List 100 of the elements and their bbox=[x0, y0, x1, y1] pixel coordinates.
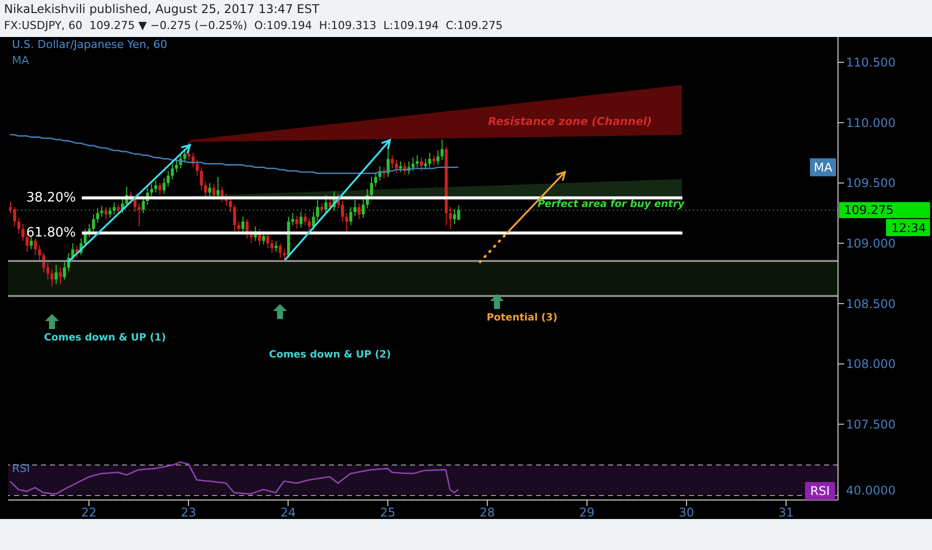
y-tick-label: 109.000 bbox=[846, 236, 896, 251]
text: 40.0000 bbox=[846, 483, 896, 498]
candlestick bbox=[154, 180, 158, 194]
candlestick bbox=[362, 196, 365, 218]
x-tick-label: 23 bbox=[180, 506, 196, 520]
candlestick bbox=[374, 172, 378, 188]
y-tick-label: 108.500 bbox=[846, 296, 896, 311]
candlestick bbox=[386, 147, 390, 178]
candlestick bbox=[358, 202, 361, 220]
candlestick bbox=[175, 160, 178, 173]
x-tick-label: 28 bbox=[480, 506, 495, 520]
candlestick bbox=[312, 211, 315, 231]
candlestick bbox=[62, 260, 66, 280]
x-tick-label: 30 bbox=[678, 506, 694, 520]
candlestick bbox=[341, 200, 344, 222]
annotation: 38.20% bbox=[26, 190, 76, 206]
candlestick bbox=[9, 202, 12, 214]
candlestick bbox=[92, 214, 95, 232]
chart-title: NikaLekishvili published, August 25, 2017 13:47 EST bbox=[4, 2, 320, 16]
x-tick-label: 29 bbox=[579, 506, 595, 520]
candlestick bbox=[420, 157, 423, 172]
candlestick bbox=[196, 160, 199, 176]
candlestick bbox=[295, 215, 298, 230]
annotation: Perfect area for buy entry bbox=[538, 199, 685, 210]
candlestick bbox=[274, 240, 278, 252]
candlestick bbox=[46, 262, 50, 280]
candlestick bbox=[266, 233, 270, 249]
candlestick bbox=[21, 223, 24, 242]
y-tick-label: 110.000 bbox=[846, 116, 896, 130]
candlestick bbox=[54, 264, 58, 285]
candlestick bbox=[453, 209, 456, 224]
annotation: U.S. Dollar/Japanese Yen, 60 bbox=[12, 38, 168, 52]
candlestick bbox=[200, 166, 203, 191]
candlestick bbox=[262, 230, 266, 245]
candlestick bbox=[150, 184, 154, 197]
candlestick bbox=[30, 236, 33, 250]
x-tick-label: 31 bbox=[778, 506, 794, 520]
text: 12:34 bbox=[891, 221, 926, 236]
annotation: Resistance zone (Channel) bbox=[488, 115, 652, 128]
candlestick bbox=[100, 205, 104, 218]
candlestick bbox=[166, 170, 170, 188]
x-tick-label: 22 bbox=[81, 506, 97, 520]
candlestick bbox=[349, 206, 352, 226]
annotation: Potential (3) bbox=[486, 312, 558, 324]
chart-title: RSI bbox=[12, 462, 30, 475]
candlestick bbox=[104, 206, 108, 220]
candlestick bbox=[440, 139, 444, 161]
annotation: Comes down & UP (2) bbox=[269, 350, 391, 361]
candlestick bbox=[436, 150, 440, 166]
chart-subtitle: FX:USDJPY, 60 109.275 ▼ −0.275 (−0.25%) O:109.194 H:109.313 L:109.194 C:109.275 bbox=[4, 19, 503, 32]
candlestick bbox=[212, 184, 216, 200]
candlestick bbox=[170, 163, 174, 180]
candlestick bbox=[138, 202, 141, 227]
candlestick bbox=[270, 239, 274, 254]
candlestick bbox=[399, 160, 402, 173]
text: MA bbox=[12, 54, 30, 67]
y-tick-label: 109.500 bbox=[846, 176, 896, 190]
candlestick bbox=[291, 212, 294, 226]
candlestick bbox=[204, 181, 208, 198]
candlestick bbox=[237, 221, 240, 234]
candlestick bbox=[412, 157, 415, 172]
y-tick-label: 107.500 bbox=[846, 417, 896, 432]
candlestick bbox=[304, 212, 307, 226]
candlestick bbox=[142, 196, 145, 214]
annotation: 61.80% bbox=[26, 226, 76, 241]
candlestick bbox=[134, 196, 136, 212]
candlestick bbox=[26, 233, 29, 252]
candlestick bbox=[162, 178, 166, 194]
candlestick bbox=[394, 160, 398, 174]
x-tick-label: 25 bbox=[380, 506, 396, 520]
chart-title: RSI bbox=[810, 484, 830, 498]
candlestick bbox=[108, 206, 112, 218]
candlestick bbox=[34, 238, 37, 256]
candlestick bbox=[300, 211, 302, 228]
candlestick bbox=[316, 199, 320, 221]
candlestick bbox=[58, 266, 62, 285]
candlestick bbox=[96, 208, 100, 224]
candlestick bbox=[50, 269, 54, 288]
x-tick-label: 24 bbox=[280, 506, 296, 520]
candlestick bbox=[324, 194, 328, 214]
candlestick bbox=[282, 248, 286, 261]
candlestick bbox=[84, 228, 87, 248]
candlestick bbox=[416, 154, 419, 168]
candlestick bbox=[308, 217, 311, 232]
candlestick bbox=[38, 245, 42, 261]
candlestick bbox=[428, 152, 432, 168]
candlestick bbox=[345, 212, 348, 236]
candlestick bbox=[13, 206, 16, 227]
candlestick bbox=[158, 182, 162, 196]
candlestick bbox=[370, 176, 374, 200]
candlestick bbox=[228, 196, 232, 212]
candlestick bbox=[17, 217, 20, 234]
ref-line-label: 109.275 bbox=[844, 203, 894, 218]
candlestick bbox=[233, 204, 236, 232]
candlestick bbox=[390, 154, 394, 169]
candlestick bbox=[183, 148, 186, 163]
candlestick bbox=[216, 176, 220, 200]
candlestick bbox=[424, 158, 427, 170]
annotation: Comes down & UP (1) bbox=[44, 332, 166, 344]
candlestick bbox=[241, 216, 244, 233]
